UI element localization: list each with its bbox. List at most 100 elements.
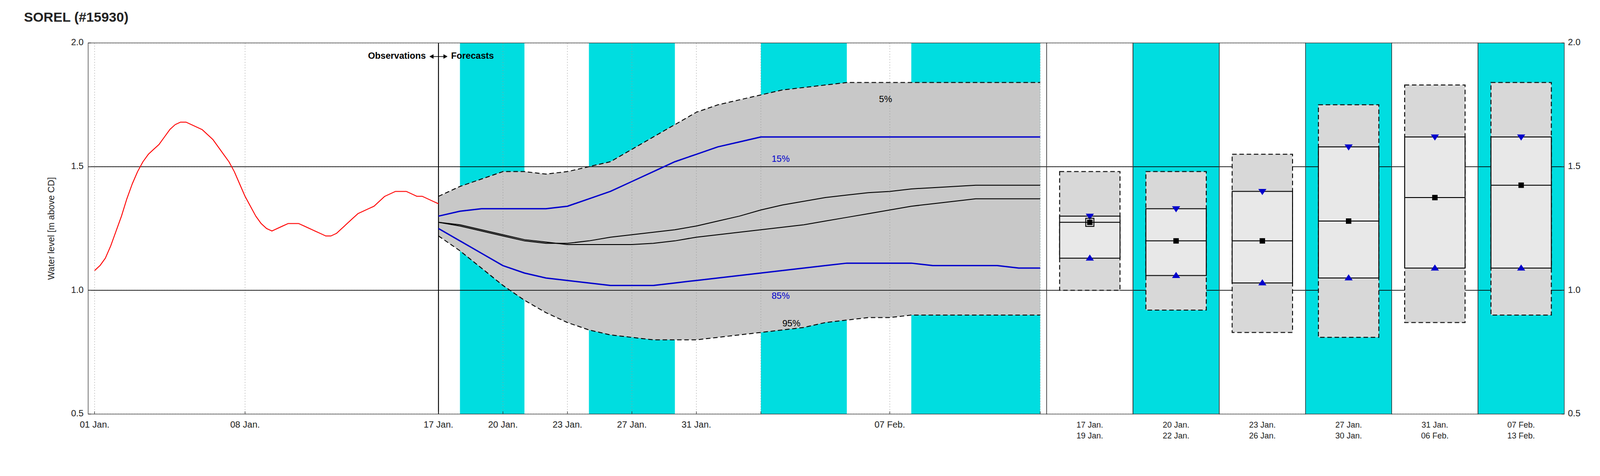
tick-label: 1.0 <box>1567 284 1581 295</box>
grid-line <box>567 42 568 415</box>
box-outer <box>1318 104 1379 338</box>
tick-label: 1.5 <box>70 160 84 171</box>
median-marker <box>1259 238 1265 244</box>
grid-line <box>94 42 95 415</box>
box-inner <box>1059 216 1121 259</box>
tick <box>88 166 91 167</box>
grid-line <box>245 42 246 415</box>
p15-marker <box>1085 213 1095 221</box>
box-inner <box>1318 146 1379 279</box>
plot-area <box>88 42 1047 415</box>
tick-label: 23 Jan. <box>552 419 583 430</box>
panel-background <box>1391 42 1478 415</box>
tick <box>88 42 91 43</box>
tick <box>889 411 891 415</box>
tick <box>502 411 504 415</box>
tick <box>1561 166 1565 167</box>
grid-line <box>1039 42 1041 415</box>
category-label-line: 13 Feb. <box>1507 431 1535 441</box>
series-label: 85% <box>771 290 790 301</box>
series-label: 15% <box>771 153 790 164</box>
series-line <box>438 235 1041 340</box>
series-line <box>438 82 1041 197</box>
tick <box>94 411 95 415</box>
grid-line <box>631 42 633 415</box>
reference-line <box>1132 166 1220 168</box>
tick <box>1039 411 1041 415</box>
percentile-range-fill <box>438 82 1041 340</box>
tick-label: 17 Jan. <box>423 419 454 430</box>
tick <box>1561 42 1565 43</box>
category-label-line: 20 Jan. <box>1162 420 1190 430</box>
grid-line <box>1046 166 1133 167</box>
tick <box>1561 413 1565 415</box>
panel-background <box>1046 42 1133 415</box>
panel-background <box>1132 42 1220 415</box>
category-label: 20 Jan.22 Jan. <box>1162 420 1190 441</box>
series-line <box>438 136 1041 217</box>
category-label: 27 Jan.30 Jan. <box>1335 420 1362 441</box>
p85-marker <box>1430 264 1440 271</box>
tick-label: 2.0 <box>70 37 84 48</box>
category-label-line: 23 Jan. <box>1249 420 1276 430</box>
category-label-line: 06 Feb. <box>1420 431 1449 441</box>
tick <box>88 290 91 291</box>
median-marker <box>1087 219 1093 226</box>
page: {"chart_data": [ {"type": "line", "title… <box>0 0 1600 476</box>
tick-label: 20 Jan. <box>488 419 519 430</box>
category-label: 23 Jan.26 Jan. <box>1249 420 1276 441</box>
box-inner <box>1146 208 1207 276</box>
annotation-arrowhead <box>429 54 434 59</box>
grid-line <box>502 42 504 415</box>
title: SOREL (#15930) <box>23 9 129 25</box>
reference-line <box>1046 166 1133 168</box>
p15-marker <box>1344 144 1353 151</box>
grid-line <box>1132 166 1220 167</box>
box-outer <box>1231 154 1293 333</box>
tick <box>1561 290 1565 291</box>
plot-frame <box>88 42 1047 415</box>
series-line <box>438 185 1041 244</box>
category-label-line: 22 Jan. <box>1162 431 1190 441</box>
tick-label: 0.5 <box>70 408 84 419</box>
reference-line <box>88 290 1047 292</box>
box-inner <box>1491 136 1552 269</box>
box-outer <box>1491 82 1552 316</box>
series-label: 95% <box>782 318 801 329</box>
category-label: 31 Jan.06 Feb. <box>1420 420 1449 441</box>
series-label: 5% <box>878 94 893 104</box>
p15-marker <box>1517 134 1526 142</box>
grid-line <box>696 42 697 415</box>
panel-background <box>1477 42 1565 415</box>
tick <box>760 411 761 415</box>
tick <box>88 413 91 415</box>
series-line <box>94 122 439 271</box>
chart: SOREL (#15930)5%15%85%95%ObservationsFor… <box>0 0 1600 476</box>
box-outer <box>1059 171 1121 291</box>
category-label-line: 26 Jan. <box>1249 431 1276 441</box>
category-label-line: 30 Jan. <box>1335 431 1362 441</box>
annotation: Observations <box>368 50 426 61</box>
p85-marker <box>1517 264 1526 271</box>
panel-background <box>1305 42 1393 415</box>
p15-marker <box>1171 206 1180 213</box>
tick-label: 08 Jan. <box>230 419 260 430</box>
panel-frame <box>1046 42 1133 415</box>
tick-label: 27 Jan. <box>617 419 647 430</box>
tick <box>566 411 568 415</box>
median-marker <box>1518 182 1525 189</box>
tick <box>438 411 439 415</box>
category-label-line: 17 Jan. <box>1076 420 1104 430</box>
annotation-arrow <box>432 56 445 57</box>
observation-marker <box>1085 218 1095 227</box>
series-line <box>438 198 1041 245</box>
plot-background <box>88 42 1047 415</box>
annotation-arrowhead <box>443 54 448 59</box>
tick-label: 01 Jan. <box>79 419 110 430</box>
category-label-line: 27 Jan. <box>1335 420 1362 430</box>
series-line <box>438 228 1041 286</box>
category-label-line: 31 Jan. <box>1421 420 1449 430</box>
panel-frame <box>1477 42 1565 415</box>
panel-frame <box>1132 42 1220 415</box>
panel-frame <box>1219 42 1306 415</box>
